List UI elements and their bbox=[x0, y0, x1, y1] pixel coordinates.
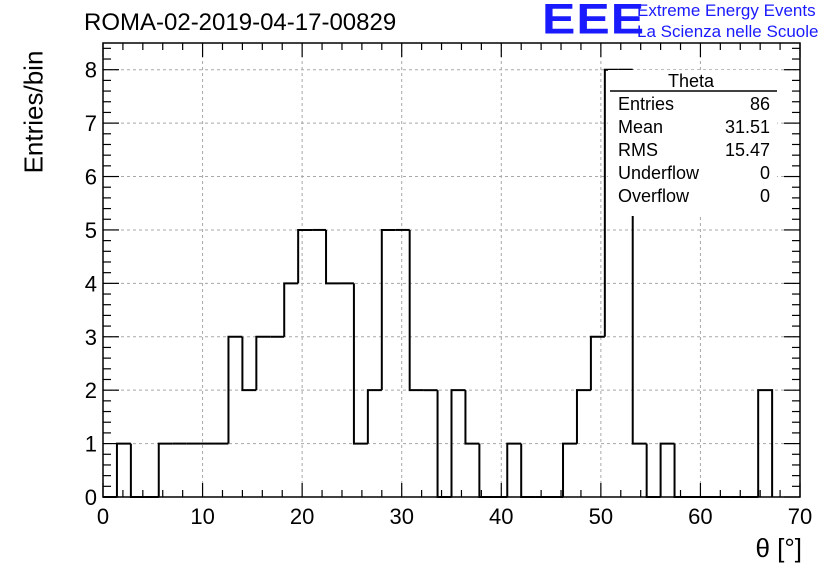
y-tick-label: 5 bbox=[85, 218, 97, 243]
stats-value-overflow: 0 bbox=[759, 186, 770, 206]
stats-key-underflow: Underflow bbox=[618, 163, 700, 183]
stats-value-underflow: 0 bbox=[759, 163, 770, 183]
stats-title: Theta bbox=[668, 71, 715, 91]
histogram-bin bbox=[562, 442, 577, 497]
histogram-bin bbox=[464, 390, 480, 445]
axis-tick-labels: 0 10 20 30 40 50 60 70 0 1 2 3 4 5 6 7 8 bbox=[85, 58, 812, 529]
histogram-bin bbox=[380, 228, 396, 391]
x-tick-label: 10 bbox=[190, 504, 214, 529]
histogram-bin bbox=[352, 283, 368, 445]
x-tick-label: 30 bbox=[389, 504, 413, 529]
histogram-bin bbox=[478, 443, 494, 498]
y-tick-label: 1 bbox=[85, 432, 97, 457]
eee-logo: EEE bbox=[542, 0, 646, 44]
histogram-bin bbox=[757, 389, 774, 497]
stats-key-overflow: Overflow bbox=[618, 186, 690, 206]
stats-box-frame bbox=[608, 70, 777, 216]
histogram-bin bbox=[325, 229, 340, 285]
stats-value-mean: 31.51 bbox=[724, 117, 770, 137]
x-tick-label: 50 bbox=[589, 504, 613, 529]
histogram-bin bbox=[603, 68, 619, 337]
x-tick-label: 20 bbox=[290, 504, 314, 529]
histogram-bin bbox=[115, 442, 131, 497]
histogram-bin bbox=[589, 335, 605, 391]
histogram-bin bbox=[297, 228, 313, 284]
y-tick-label: 8 bbox=[85, 58, 97, 83]
stats-value-rms: 15.47 bbox=[724, 140, 770, 160]
x-tick-label: 60 bbox=[688, 504, 712, 529]
y-axis-label: Entries/bin bbox=[18, 50, 49, 174]
histogram-bin bbox=[645, 443, 661, 498]
x-axis-label: θ [°] bbox=[755, 533, 802, 563]
histogram-bin bbox=[520, 443, 536, 498]
plot-frame bbox=[102, 42, 801, 498]
stats-key-mean: Mean bbox=[618, 117, 664, 137]
logo-subtitle-2: La Scienza nelle Scuole bbox=[637, 22, 819, 41]
y-tick-label: 4 bbox=[85, 271, 97, 296]
histogram-bin bbox=[408, 229, 424, 392]
histogram-bin bbox=[673, 443, 689, 498]
histogram-bin bbox=[659, 442, 675, 497]
y-tick-label: 3 bbox=[85, 325, 97, 350]
y-tick-label: 6 bbox=[85, 165, 97, 190]
axis-ticks bbox=[102, 43, 801, 498]
y-tick-label: 2 bbox=[85, 378, 97, 403]
x-tick-label: 0 bbox=[97, 504, 109, 529]
histogram-bin bbox=[129, 443, 145, 498]
histogram-bin bbox=[255, 335, 271, 391]
histogram-bin bbox=[575, 389, 591, 444]
stats-key-entries: Entries bbox=[618, 94, 675, 114]
histogram-bin bbox=[241, 336, 257, 392]
x-tick-label: 70 bbox=[788, 504, 812, 529]
y-tick-label: 7 bbox=[85, 111, 97, 136]
histogram-bin bbox=[157, 442, 173, 497]
histogram-bin bbox=[283, 282, 299, 337]
histogram-bin bbox=[450, 389, 466, 497]
y-tick-label: 0 bbox=[85, 485, 97, 510]
stats-box bbox=[608, 70, 777, 216]
stats-value-entries: 86 bbox=[749, 94, 770, 114]
x-tick-label: 40 bbox=[489, 504, 513, 529]
histogram-bin bbox=[506, 442, 522, 497]
histogram-bin bbox=[366, 389, 382, 444]
chart-title: ROMA-02-2019-04-17-00829 bbox=[84, 9, 397, 36]
histogram-bin bbox=[227, 335, 243, 444]
stats-key-rms: RMS bbox=[618, 140, 658, 160]
logo-subtitle-1: Extreme Energy Events bbox=[637, 1, 816, 20]
